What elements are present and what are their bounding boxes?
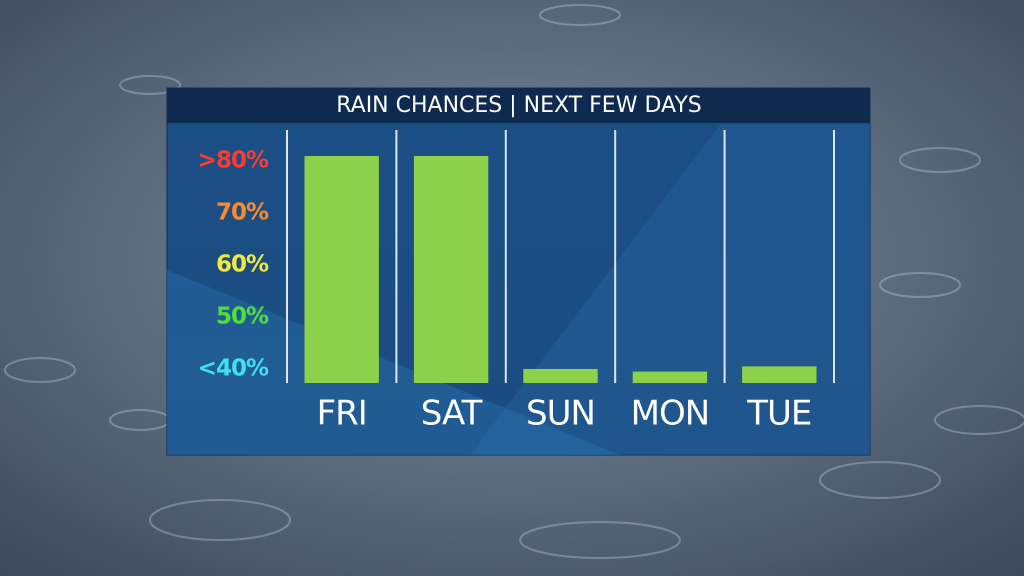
bar	[742, 366, 817, 383]
y-tick-label: <40%	[198, 355, 269, 381]
bar	[413, 155, 489, 383]
x-tick-label: TUE	[746, 394, 811, 434]
chart-title: RAIN CHANCES | NEXT FEW DAYS	[336, 93, 702, 118]
y-tick-label: 70%	[216, 200, 269, 226]
x-tick-label: MON	[631, 394, 710, 434]
panel-shade	[167, 270, 620, 455]
bar	[632, 371, 708, 383]
x-tick-label: SAT	[421, 394, 483, 434]
title-bar	[167, 88, 870, 123]
y-tick-label: 60%	[216, 252, 269, 278]
bar	[304, 155, 379, 383]
y-tick-label: 50%	[216, 304, 269, 330]
bar	[523, 368, 598, 383]
x-tick-label: FRI	[317, 394, 367, 434]
y-tick-label: >80%	[198, 148, 269, 174]
panel	[166, 87, 871, 456]
rain-ripples	[4, 4, 1024, 559]
x-tick-label: SUN	[526, 394, 595, 434]
